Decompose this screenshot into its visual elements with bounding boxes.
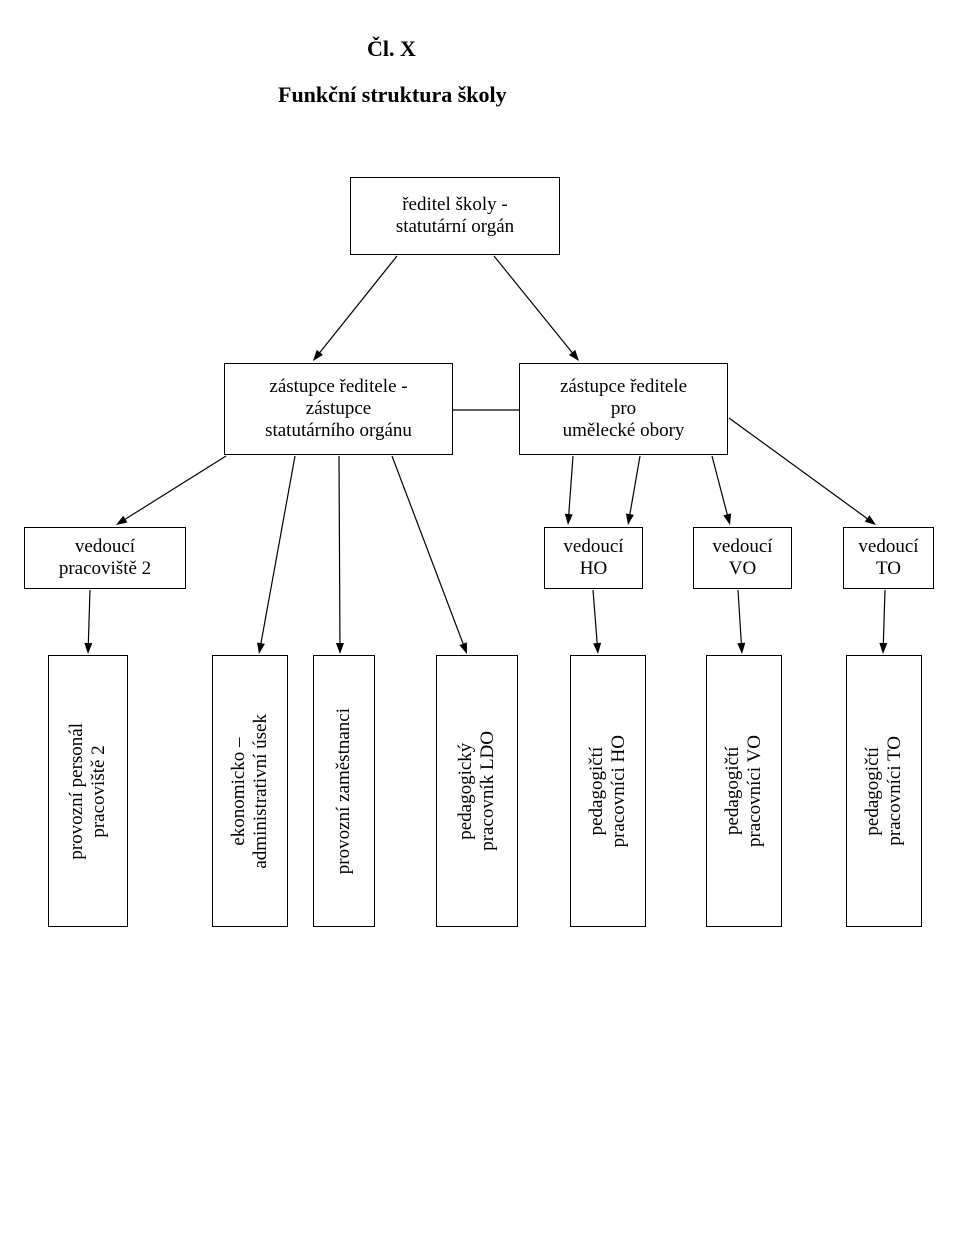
node-econ: ekonomicko – administrativní úsek	[212, 655, 288, 927]
node-ped_vo: pedagogičtí pracovníci VO	[706, 655, 782, 927]
node-ped_to: pedagogičtí pracovníci TO	[846, 655, 922, 927]
node-head_vo: vedoucí VO	[693, 527, 792, 589]
node-ped_ldo: pedagogický pracovník LDO	[436, 655, 518, 927]
page: Čl. X Funkční struktura školy ředitel šk…	[0, 0, 960, 1241]
node-ops_staff: provozní zaměstnanci	[313, 655, 375, 927]
node-ops_ws2: provozní personál pracoviště 2	[48, 655, 128, 927]
node-head_ws2: vedoucí pracoviště 2	[24, 527, 186, 589]
node-ped_ho: pedagogičtí pracovníci HO	[570, 655, 646, 927]
node-head_to: vedoucí TO	[843, 527, 934, 589]
node-deputy_stat: zástupce ředitele - zástupce statutárníh…	[224, 363, 453, 455]
node-director: ředitel školy - statutární orgán	[350, 177, 560, 255]
node-head_ho: vedoucí HO	[544, 527, 643, 589]
node-deputy_art: zástupce ředitele pro umělecké obory	[519, 363, 728, 455]
